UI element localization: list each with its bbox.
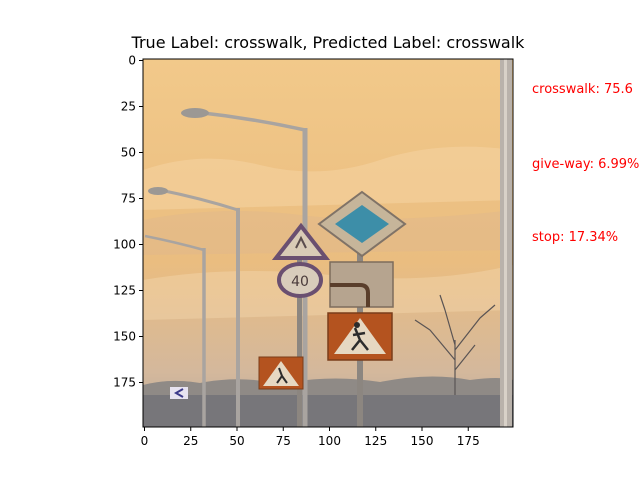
- x-axis: 0 25 50 75 100 125 150 175: [141, 427, 480, 448]
- speed-sign-text: 40: [291, 274, 309, 290]
- y-tick-label: 125: [113, 284, 136, 298]
- figure-title: True Label: crosswalk, Predicted Label: …: [131, 33, 525, 52]
- street-signs-photo: 40: [143, 59, 513, 427]
- x-tick-label: 75: [276, 434, 291, 448]
- y-tick-label: 0: [128, 54, 136, 68]
- prediction-give-way: give-way: 6.99%: [532, 157, 640, 172]
- y-tick-label: 50: [121, 146, 136, 160]
- prediction-crosswalk: crosswalk: 75.6: [532, 82, 633, 97]
- x-tick-label: 50: [229, 434, 244, 448]
- x-tick-label: 0: [141, 434, 149, 448]
- axes-frame: [142, 58, 514, 428]
- x-tick-label: 100: [318, 434, 341, 448]
- y-axis: 0 25 50 75 100 125 150 175: [113, 54, 143, 390]
- y-tick-label: 100: [113, 238, 136, 252]
- prediction-stop: stop: 17.34%: [532, 230, 619, 245]
- y-tick-label: 175: [113, 376, 136, 390]
- x-tick-label: 125: [364, 434, 387, 448]
- x-tick-label: 175: [457, 434, 480, 448]
- y-tick-label: 75: [121, 192, 136, 206]
- y-tick-label: 25: [121, 100, 136, 114]
- x-tick-label: 25: [183, 434, 198, 448]
- y-tick-label: 150: [113, 330, 136, 344]
- x-tick-label: 150: [411, 434, 434, 448]
